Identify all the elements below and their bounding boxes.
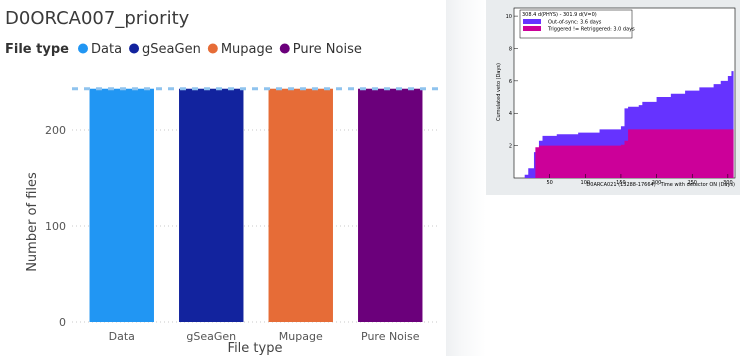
legend-label-gseagen: gSeaGen — [142, 42, 201, 57]
area-triggered-retriggered-3-0-days — [514, 129, 734, 178]
x-tick-label: 250 — [687, 180, 697, 186]
x-tick-label: 150 — [616, 180, 626, 186]
x-tick-label-gseagen: gSeaGen — [186, 330, 236, 343]
axis-ticks: 50 100 150 200 250 300 2 4 6 8 10 — [506, 14, 733, 186]
legend-marker-data — [78, 43, 88, 54]
x-tick-label-mupage: Mupage — [279, 330, 323, 343]
legend-label: Triggered != Retriggered: 3.0 days — [547, 27, 635, 33]
legend-label: Out-of-sync: 3.6 days — [548, 20, 602, 26]
x-tick-label: 50 — [546, 180, 552, 186]
bars — [89, 88, 423, 322]
x-axis-label: D0ARCA021 (13288-17664) - Time with dete… — [586, 182, 735, 188]
x-tick-label: 100 — [581, 180, 591, 186]
legend-swatch-out-of-sync-3-6-days — [523, 19, 541, 24]
bar-pure-noise — [358, 88, 423, 322]
legend-marker-pure-noise — [279, 43, 290, 54]
y-tick-label: 200 — [45, 124, 66, 137]
y-axis-label: Number of files — [25, 172, 40, 272]
y-tick-label: 6 — [509, 79, 512, 85]
y-axis-label: Cumulated veto (Days) — [496, 63, 502, 121]
veto-area-chart: 50 100 150 200 250 300 2 4 6 8 10 308.4 d(PHYS) - … — [496, 7, 736, 188]
y-tick-label: 2 — [509, 144, 512, 150]
bar-chart-panel: D0ORCA007_priority File type Data gSeaGen… — [5, 8, 440, 356]
legend-label-pure-noise: Pure Noise — [293, 42, 362, 57]
legend-title: File type — [5, 42, 69, 57]
y-axis-ticks: 0 100 200 — [45, 124, 66, 329]
y-tick-label: 10 — [506, 14, 512, 20]
legend-marker-gseagen — [129, 43, 140, 54]
y-tick-label: 0 — [59, 316, 66, 329]
legend-swatch-triggered-retriggered-3-0-days — [523, 26, 541, 31]
legend-label-mupage: Mupage — [221, 42, 273, 57]
y-tick-label: 8 — [509, 46, 512, 52]
x-axis-ticks: Data gSeaGen Mupage Pure Noise — [109, 330, 420, 343]
chart-title: D0ORCA007_priority — [5, 8, 190, 29]
legend-label-data: Data — [91, 42, 122, 57]
legend-marker-mupage — [207, 43, 218, 54]
legend: File type Data gSeaGen Mupage Pure Noise — [5, 42, 362, 57]
x-axis-label: File type — [228, 341, 283, 356]
gridlines — [72, 129, 440, 323]
area-series — [514, 67, 734, 178]
legend: 308.4 d(PHYS) - 301.9 d(V=0) Out-of-sync… — [519, 9, 635, 39]
legend-header: 308.4 d(PHYS) - 301.9 d(V=0) — [522, 12, 597, 18]
bar-chart: D0ORCA007_priority File type Data gSeaGen… — [5, 8, 440, 356]
x-tick-label-pure-noise: Pure Noise — [361, 330, 420, 343]
x-tick-label: 200 — [652, 180, 662, 186]
panel-divider — [446, 0, 486, 356]
bar-data — [89, 88, 154, 322]
y-tick-label: 4 — [509, 111, 512, 117]
y-tick-label: 100 — [45, 220, 66, 233]
x-tick-label: 300 — [723, 180, 733, 186]
bar-gseagen — [179, 88, 244, 322]
bar-mupage — [268, 88, 333, 322]
x-tick-label-data: Data — [109, 330, 135, 343]
veto-plot-panel: 50 100 150 200 250 300 2 4 6 8 10 308.4 d(PHYS) - … — [486, 0, 740, 195]
